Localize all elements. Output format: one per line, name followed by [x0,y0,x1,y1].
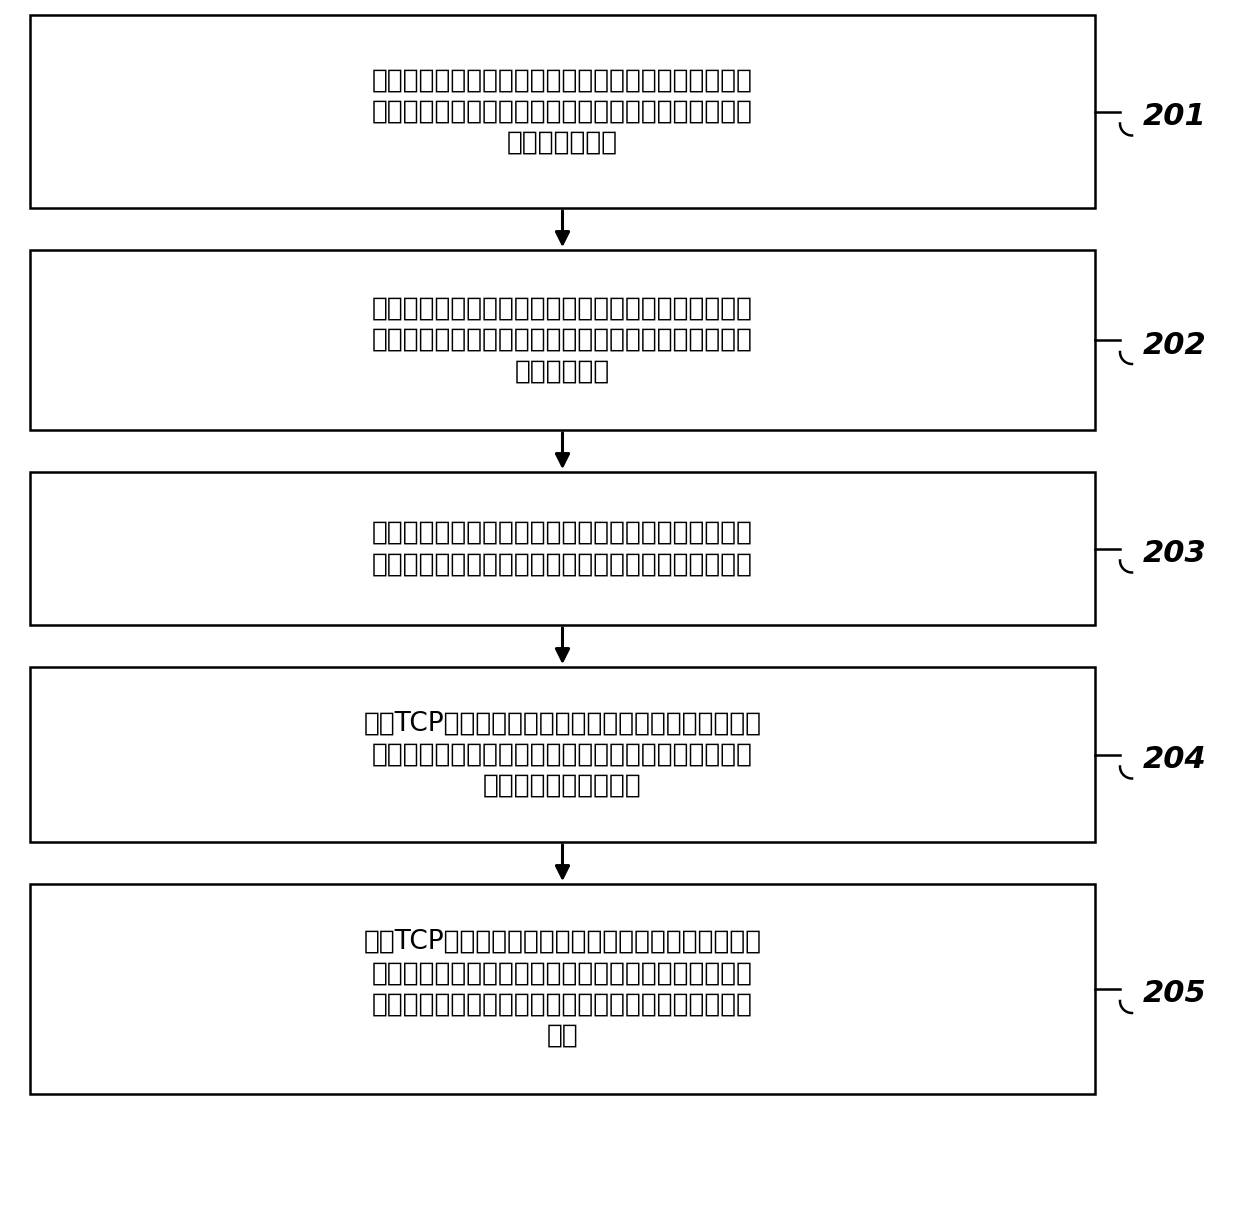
Text: 对关键丢失包进行重传: 对关键丢失包进行重传 [484,772,642,799]
Text: 于拥塞状态，或者当前的拥塞窗口低于窗口最小阈值，: 于拥塞状态，或者当前的拥塞窗口低于窗口最小阈值， [372,742,753,767]
Bar [30,667,1095,842]
Text: 控制TCP传输性能的任一阶段需要重传时，如果所述网: 控制TCP传输性能的任一阶段需要重传时，如果所述网 [363,929,761,955]
Text: 函数指数增长: 函数指数增长 [515,359,610,384]
Text: 控制TCP传输性能的任一阶段需要重传时，如果网络处: 控制TCP传输性能的任一阶段需要重传时，如果网络处 [363,710,761,736]
Text: 在进入快速恢复阶段时，获取与当前的拥塞窗口成正比: 在进入快速恢复阶段时，获取与当前的拥塞窗口成正比 [372,520,753,546]
Text: 在慢启动阶段，如果所述网络处于拥塞状态，控制当前: 在慢启动阶段，如果所述网络处于拥塞状态，控制当前 [372,296,753,322]
Text: 关系的减小比例，以获取的减小比例缩小所述拥塞窗口: 关系的减小比例，以获取的减小比例缩小所述拥塞窗口 [372,551,753,578]
Text: 络处于非拥塞状态，且当前的拥塞窗口不低于窗口最小: 络处于非拥塞状态，且当前的拥塞窗口不低于窗口最小 [372,961,753,987]
Text: 202: 202 [1143,330,1207,360]
Bar [30,472,1095,625]
Text: 在慢启动阶段，如果所述网络处于非拥塞状态，控制当: 在慢启动阶段，如果所述网络处于非拥塞状态，控制当 [372,67,753,93]
Text: 数函数指数增长: 数函数指数增长 [507,130,618,155]
Text: 205: 205 [1143,979,1207,1009]
Bar [30,884,1095,1094]
Text: 的拥塞窗口随着所述网络的往返时延按预设的第二指数: 的拥塞窗口随着所述网络的往返时延按预设的第二指数 [372,327,753,353]
Bar [30,250,1095,430]
Text: 重传: 重传 [547,1023,578,1049]
Text: 203: 203 [1143,539,1207,568]
Text: 204: 204 [1143,745,1207,774]
Text: 前的拥塞窗口随着所述网络的往返时延按预设的第一指: 前的拥塞窗口随着所述网络的往返时延按预设的第一指 [372,98,753,125]
Text: 阈值，分别对可能丢失的数据包和所述关键丢失包进行: 阈值，分别对可能丢失的数据包和所述关键丢失包进行 [372,991,753,1017]
Bar [30,15,1095,208]
Text: 201: 201 [1143,102,1207,131]
